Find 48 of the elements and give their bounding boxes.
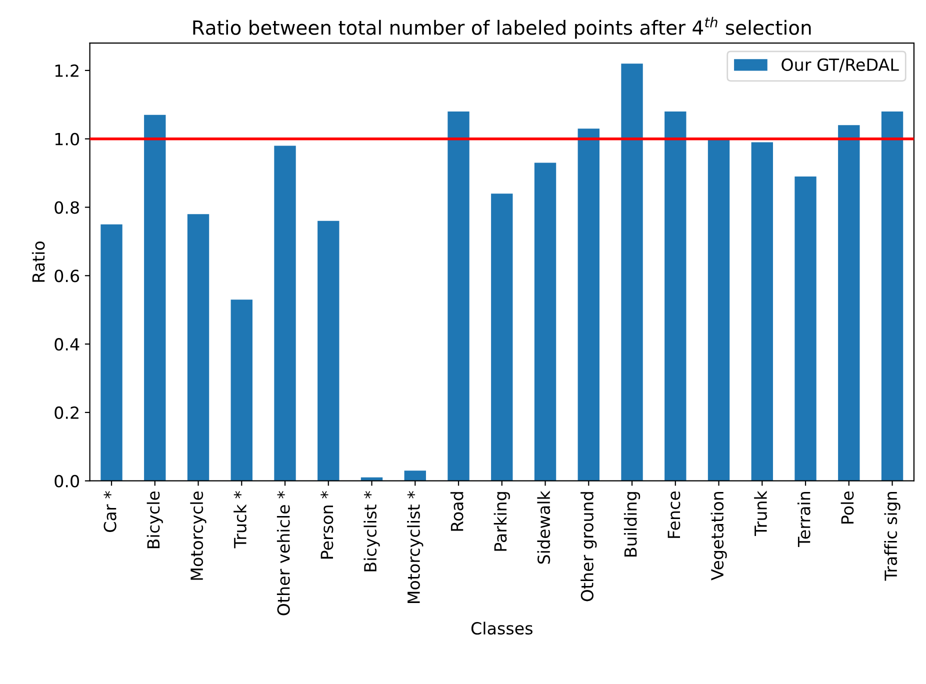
bar bbox=[144, 114, 166, 481]
bar bbox=[751, 142, 773, 481]
chart-title: Ratio between total number of labeled points after 4$^{th}$ selection bbox=[193, 16, 811, 39]
x-tick-label: Sidewalk bbox=[537, 490, 550, 564]
y-tick-label: 0.0 bbox=[54, 474, 79, 488]
bar bbox=[708, 138, 730, 481]
x-tick-label: Bicycle bbox=[146, 491, 163, 548]
x-tick-label: Car * bbox=[104, 491, 116, 532]
y-axis-title: Ratio bbox=[32, 241, 45, 282]
x-tick-label: Other vehicle * bbox=[276, 491, 290, 616]
x-tick-label: Trunk bbox=[754, 490, 767, 536]
x-axis-title: Classes bbox=[471, 622, 532, 635]
y-tick-label: 0.6 bbox=[54, 270, 80, 282]
bar bbox=[318, 220, 340, 481]
bar bbox=[838, 125, 860, 481]
x-tick-label: Building bbox=[624, 492, 640, 557]
bar bbox=[621, 64, 643, 481]
x-tick-label: Fence bbox=[668, 491, 680, 538]
x-tick-label: Motorcycle bbox=[190, 491, 206, 580]
x-tick-label: Traffic sign bbox=[884, 492, 900, 581]
y-tick-label: 1.0 bbox=[55, 132, 79, 146]
x-tick-label: Road bbox=[450, 492, 464, 531]
bar bbox=[881, 111, 904, 481]
y-tick-label: 1.2 bbox=[55, 64, 78, 77]
bar bbox=[404, 470, 426, 481]
x-tick-label: Bicyclist * bbox=[364, 491, 380, 572]
x-tick-label: Other ground bbox=[580, 492, 597, 602]
y-tick-label: 0.8 bbox=[54, 201, 79, 214]
bar bbox=[274, 146, 296, 481]
bar bbox=[794, 176, 816, 481]
bar bbox=[664, 111, 686, 481]
x-tick-label: Person * bbox=[320, 491, 334, 559]
bar bbox=[100, 224, 122, 481]
x-tick-label: Motorcyclist * bbox=[407, 491, 424, 604]
bar bbox=[230, 300, 252, 481]
bar bbox=[187, 214, 210, 481]
bar bbox=[534, 162, 556, 481]
bar bbox=[491, 194, 513, 481]
x-tick-label: Truck * bbox=[234, 491, 246, 548]
y-tick-label: 0.4 bbox=[54, 338, 80, 351]
bar bbox=[448, 111, 470, 481]
legend-label: Our GT/ReDAL bbox=[782, 58, 899, 72]
x-tick-label: Vegetation bbox=[710, 492, 727, 580]
x-tick-label: Terrain bbox=[797, 492, 810, 548]
x-tick-label: Parking bbox=[494, 492, 510, 551]
y-tick-label: 0.2 bbox=[54, 406, 78, 420]
bar bbox=[578, 128, 600, 481]
x-tick-label: Pole bbox=[840, 491, 854, 524]
